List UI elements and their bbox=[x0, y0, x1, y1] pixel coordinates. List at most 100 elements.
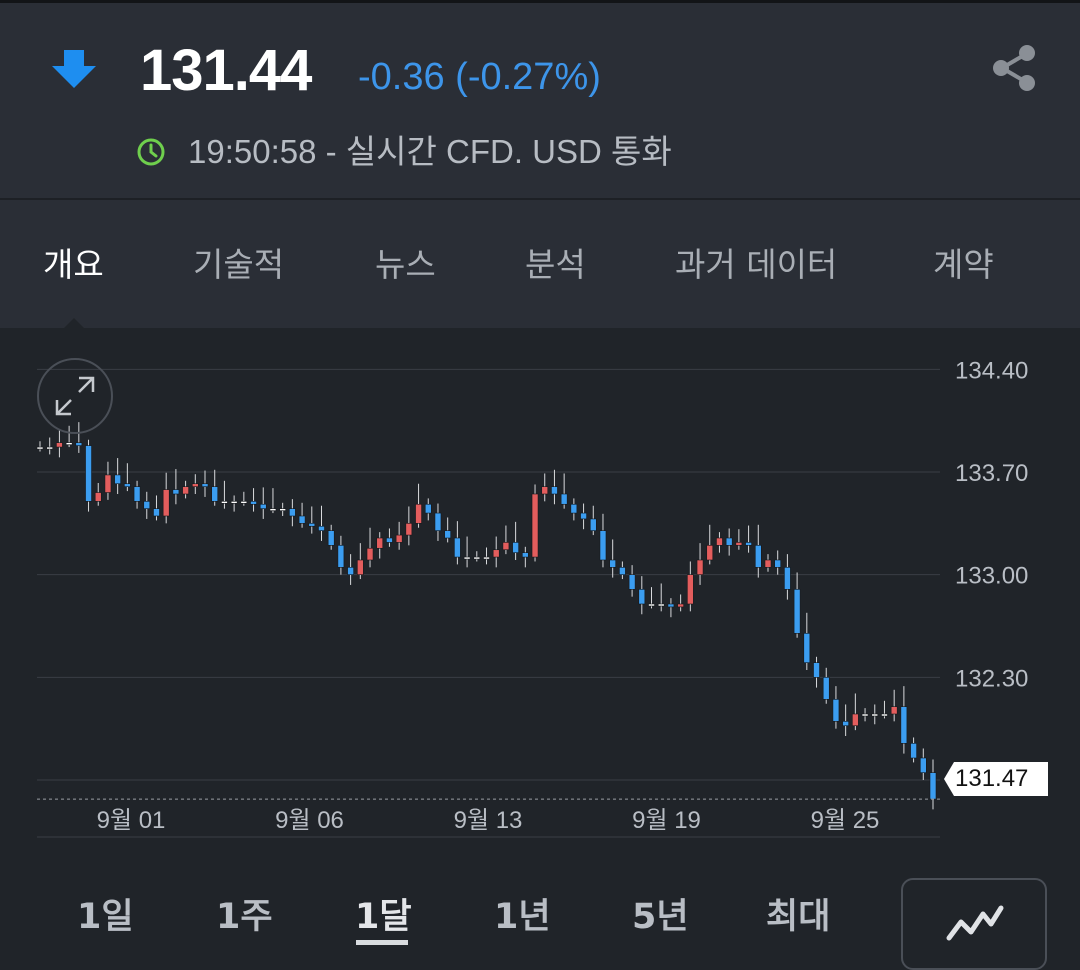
candle-body bbox=[754, 545, 762, 568]
candle-body bbox=[318, 525, 325, 531]
candlestick bbox=[725, 528, 733, 556]
candle-body bbox=[36, 446, 44, 450]
candlestick bbox=[366, 527, 374, 568]
candle-body bbox=[667, 603, 675, 608]
candlestick bbox=[298, 502, 306, 528]
candle-body bbox=[609, 559, 616, 568]
candle-body bbox=[104, 474, 112, 493]
candle-body bbox=[56, 442, 63, 448]
candle-body bbox=[502, 542, 510, 551]
y-tick-label: 134.40 bbox=[955, 357, 1028, 384]
candle-body bbox=[852, 713, 859, 727]
candle-body bbox=[182, 486, 189, 495]
candlestick bbox=[677, 594, 684, 612]
candlestick bbox=[357, 543, 364, 580]
candlestick bbox=[191, 474, 199, 494]
current-price-tag bbox=[944, 762, 1048, 796]
candle-body bbox=[259, 503, 267, 509]
candlestick bbox=[424, 498, 432, 521]
tab-historical-data[interactable]: 과거 데이터 bbox=[675, 245, 838, 284]
candle-body bbox=[764, 559, 772, 568]
candle-body bbox=[250, 501, 257, 505]
candlestick bbox=[657, 583, 665, 612]
candle-body bbox=[65, 442, 73, 445]
candlestick bbox=[114, 458, 121, 494]
candle-body bbox=[599, 530, 607, 561]
candlestick bbox=[483, 547, 490, 565]
range-5-year[interactable]: 5년 bbox=[632, 897, 689, 937]
candle-body bbox=[124, 483, 131, 487]
chart-type-button[interactable] bbox=[901, 878, 1047, 970]
price-change: -0.36 (-0.27%) bbox=[358, 56, 601, 98]
candlestick bbox=[172, 469, 180, 505]
candlestick bbox=[36, 441, 44, 452]
candlestick bbox=[512, 521, 519, 560]
candlestick bbox=[386, 528, 393, 547]
candle-body bbox=[211, 486, 219, 502]
candle-body bbox=[541, 486, 549, 495]
candlestick bbox=[589, 505, 597, 536]
candle-body bbox=[221, 501, 228, 504]
tab-news[interactable]: 뉴스 bbox=[375, 245, 436, 284]
candle-body bbox=[638, 589, 646, 605]
tab-analysis[interactable]: 분석 bbox=[525, 245, 586, 284]
candle-body bbox=[357, 559, 364, 575]
candle-body bbox=[570, 503, 578, 514]
candle-body bbox=[745, 542, 752, 546]
candle-body bbox=[473, 556, 481, 560]
tab-contract[interactable]: 계약 bbox=[933, 245, 994, 284]
y-tick-label: 133.70 bbox=[955, 460, 1028, 487]
candle-body bbox=[308, 523, 316, 527]
candlestick bbox=[871, 704, 879, 725]
candle-body bbox=[696, 559, 704, 575]
candle-body bbox=[114, 474, 121, 485]
range-1-year[interactable]: 1년 bbox=[494, 897, 551, 937]
candle-body bbox=[774, 559, 782, 568]
candle-body bbox=[881, 713, 888, 717]
candle-body bbox=[657, 603, 665, 607]
candle-body bbox=[279, 508, 286, 511]
candle-body bbox=[415, 503, 422, 524]
candle-body bbox=[376, 537, 384, 549]
candlestick bbox=[318, 505, 325, 541]
candlestick bbox=[570, 498, 578, 521]
candlestick bbox=[687, 561, 694, 612]
candle-body bbox=[784, 567, 791, 590]
tab-technical[interactable]: 기술적 bbox=[193, 245, 285, 284]
candle-body bbox=[133, 486, 141, 502]
candle-body bbox=[463, 556, 471, 560]
candle-body bbox=[832, 699, 840, 722]
candle-body bbox=[580, 512, 587, 520]
candle-body bbox=[589, 518, 597, 531]
candlestick bbox=[221, 480, 228, 509]
candlestick bbox=[182, 480, 189, 499]
candle-body bbox=[803, 633, 811, 663]
current-price-tag-label: 131.47 bbox=[955, 765, 1029, 792]
candle-body bbox=[162, 489, 170, 517]
candlestick bbox=[745, 525, 752, 553]
candle-body bbox=[725, 537, 733, 546]
candle-body bbox=[94, 492, 102, 502]
expand-chart-button[interactable] bbox=[37, 358, 113, 434]
candlestick bbox=[754, 524, 762, 578]
range-1-month[interactable]: 1달 bbox=[355, 897, 412, 937]
top-border bbox=[0, 0, 1080, 3]
candlestick bbox=[793, 572, 801, 638]
candlestick bbox=[628, 565, 636, 597]
candlestick bbox=[463, 536, 471, 568]
x-tick-label: 9월 25 bbox=[811, 807, 880, 834]
candlestick bbox=[269, 488, 277, 514]
candlestick bbox=[444, 517, 451, 543]
range-max[interactable]: 최대 bbox=[766, 897, 831, 937]
range-1-week[interactable]: 1주 bbox=[216, 897, 273, 937]
x-tick-label: 9월 19 bbox=[632, 807, 701, 834]
candle-body bbox=[85, 445, 92, 502]
candle-body bbox=[628, 574, 636, 590]
tab-overview[interactable]: 개요 bbox=[43, 245, 104, 284]
candle-body bbox=[871, 713, 879, 717]
share-icon[interactable] bbox=[988, 42, 1040, 94]
line-chart-icon bbox=[946, 905, 1004, 941]
candlestick bbox=[619, 561, 626, 580]
range-1-day[interactable]: 1일 bbox=[77, 897, 134, 937]
candlestick bbox=[405, 506, 413, 546]
